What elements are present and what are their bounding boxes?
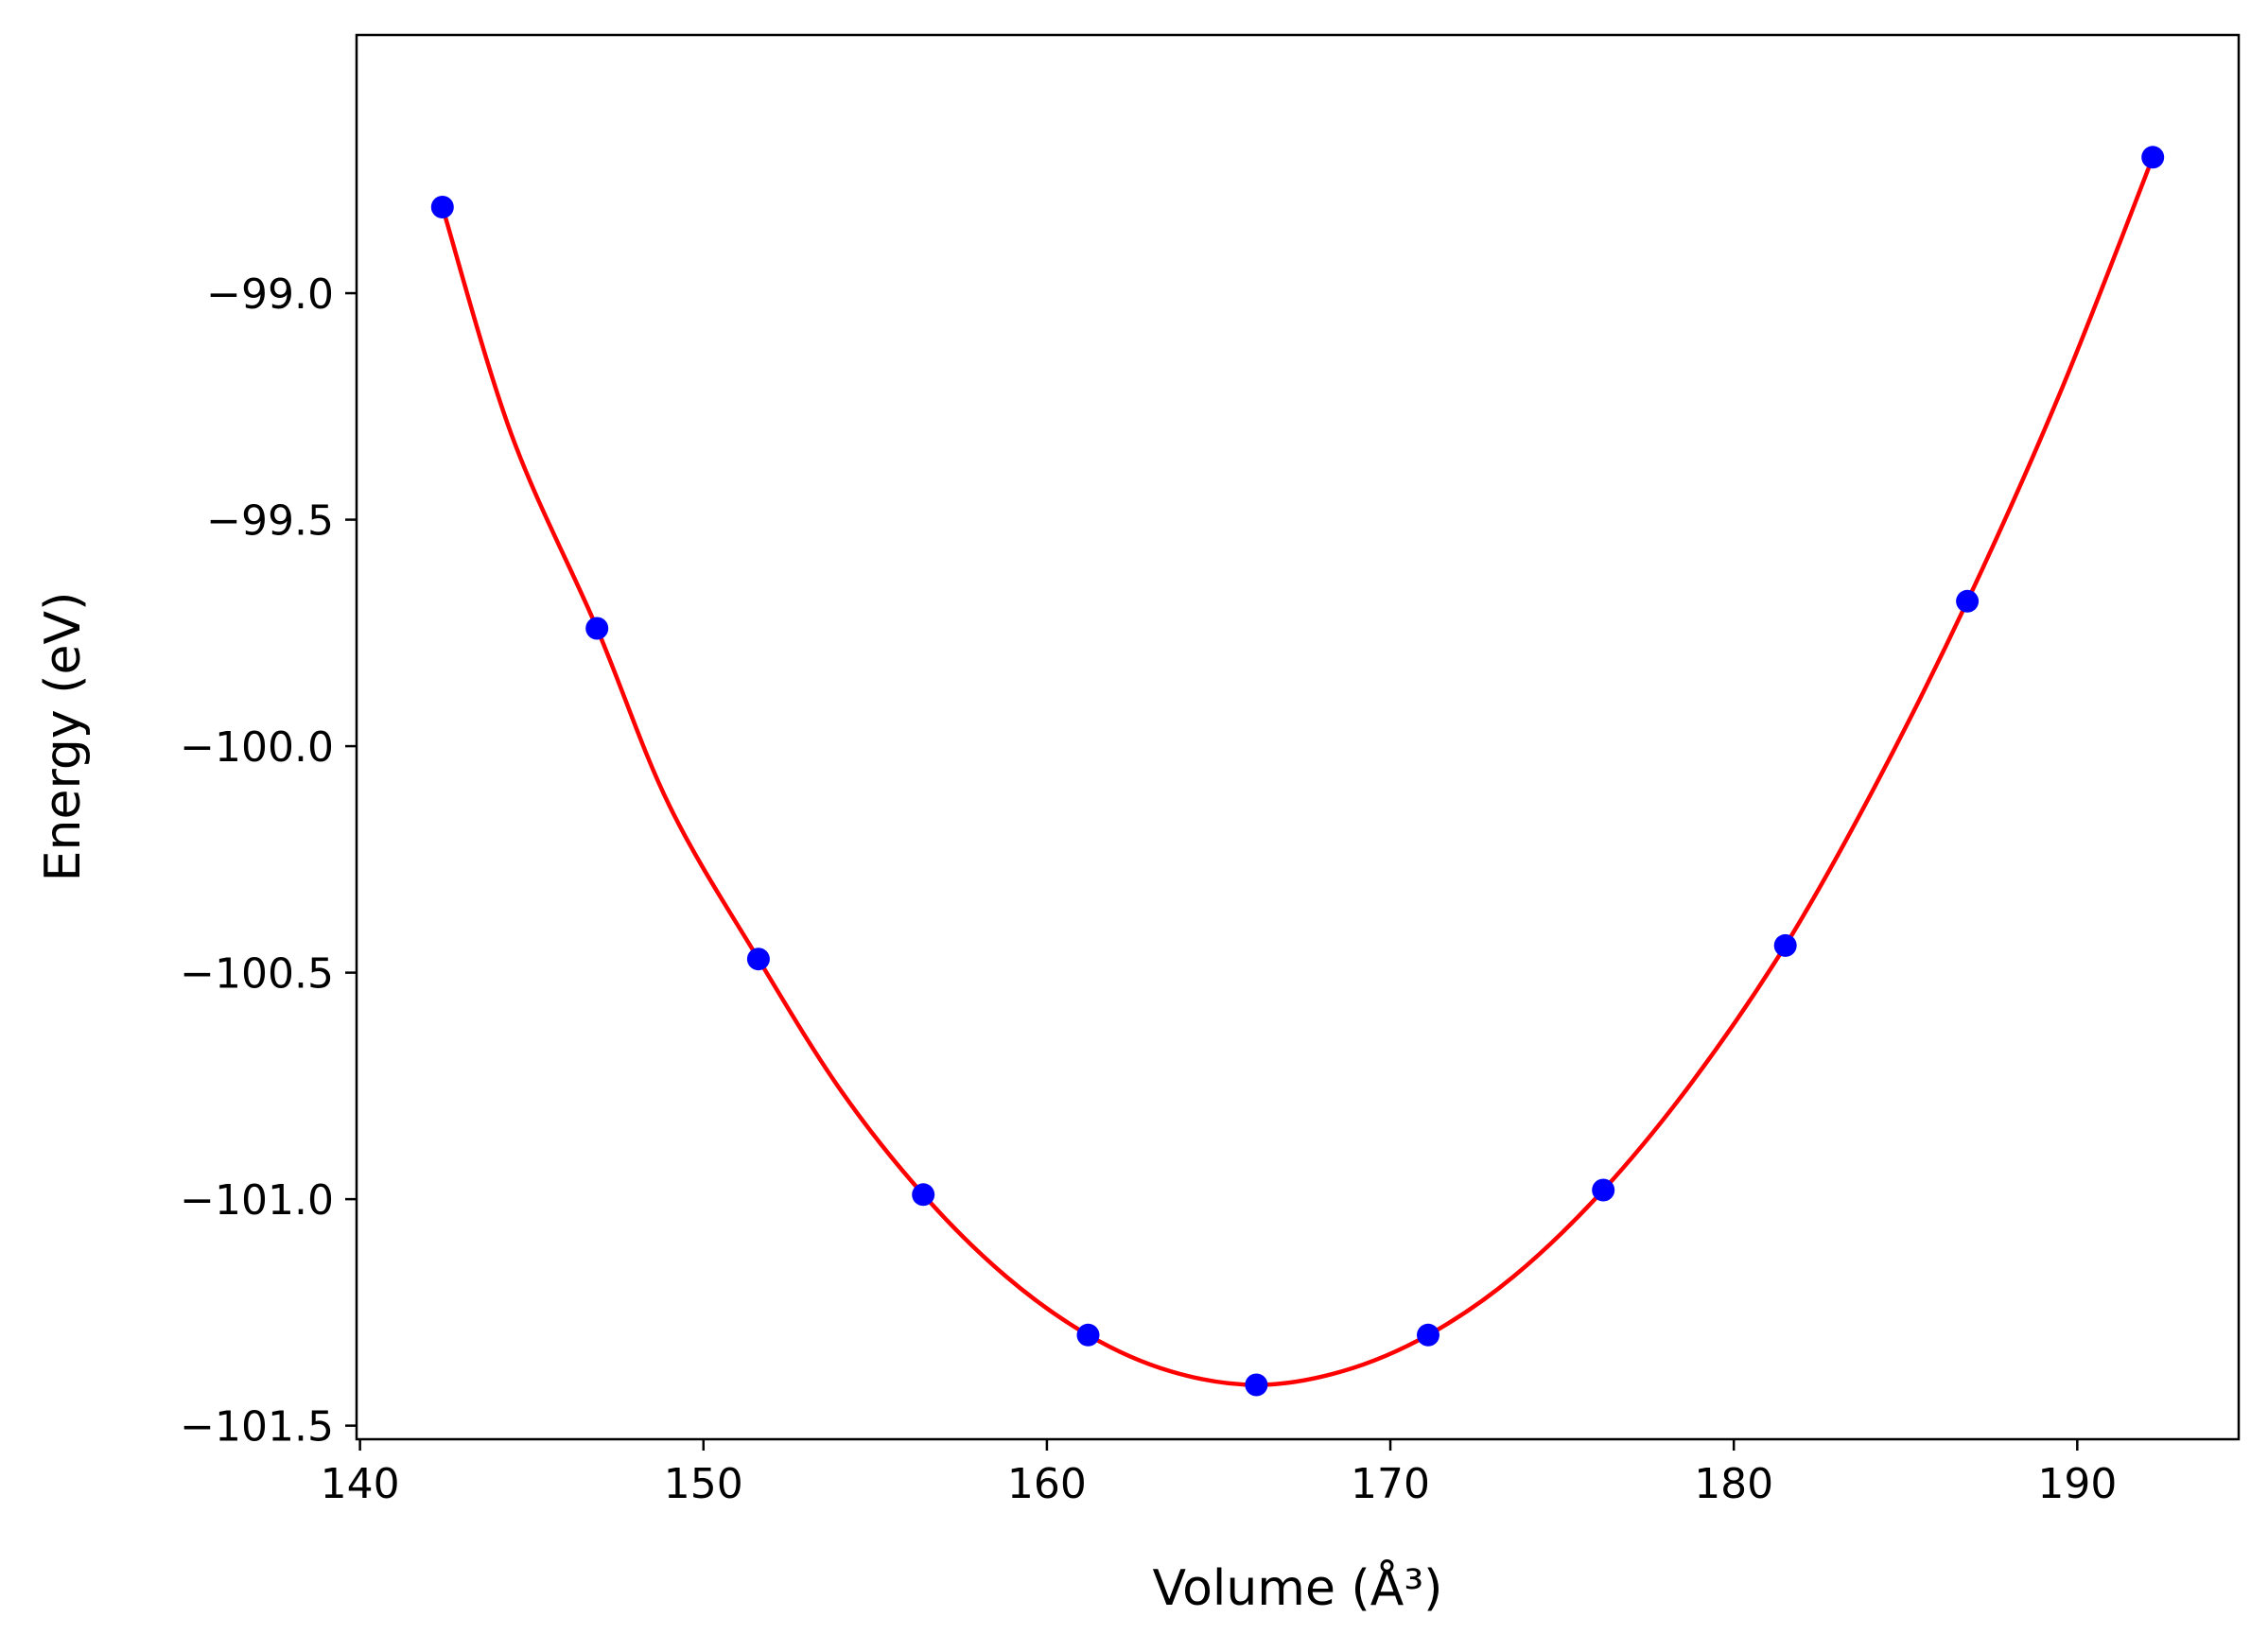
y-tick-label: −101.5 — [180, 1403, 334, 1452]
y-tick-label: −100.0 — [180, 723, 334, 772]
data-point — [1592, 1178, 1615, 1202]
data-point — [1076, 1323, 1100, 1347]
data-points-layer — [430, 146, 2165, 1397]
y-axis-label: Energy (eV) — [35, 592, 92, 882]
data-point — [912, 1183, 935, 1207]
data-point — [1417, 1323, 1439, 1347]
plot-frame — [355, 33, 2241, 1441]
data-point — [1956, 589, 1980, 613]
x-tick-label: 170 — [1351, 1460, 1430, 1508]
data-point — [430, 196, 454, 218]
y-tick-label: −99.5 — [206, 497, 334, 546]
y-tick-label: −100.5 — [180, 950, 334, 999]
plot-area — [357, 35, 2239, 1439]
x-tick-label: 150 — [664, 1460, 743, 1508]
x-tick-label: 190 — [2037, 1460, 2117, 1508]
x-axis-label: Volume (Å³) — [1153, 1558, 1443, 1617]
x-axis-ticks: 140 150 160 170 180 190 — [321, 1439, 2117, 1508]
data-point — [585, 617, 609, 640]
y-axis-ticks: −99.0 −99.5 −100.0 −100.5 −101.0 −101.5 — [180, 270, 357, 1452]
data-point — [1245, 1373, 1268, 1397]
y-tick-label: −99.0 — [206, 270, 334, 319]
data-point — [1773, 933, 1797, 957]
y-tick-label: −101.0 — [180, 1176, 334, 1225]
data-point — [746, 948, 770, 971]
x-tick-label: 180 — [1694, 1460, 1773, 1508]
x-tick-label: 140 — [321, 1460, 400, 1508]
x-tick-label: 160 — [1007, 1460, 1087, 1508]
data-point — [2141, 146, 2165, 169]
